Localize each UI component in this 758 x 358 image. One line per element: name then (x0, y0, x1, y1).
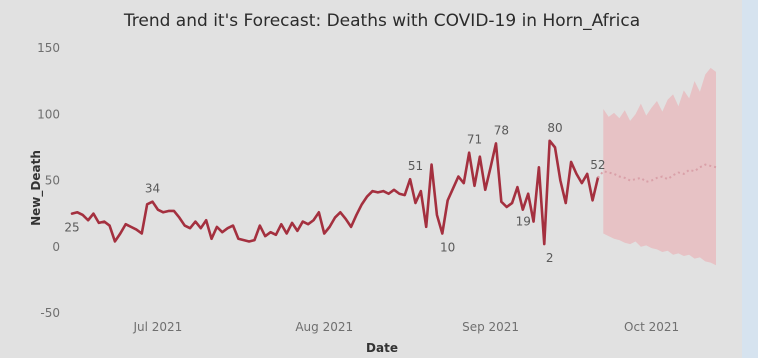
forecast-series-line (597, 163, 717, 183)
data-label: 2 (546, 251, 554, 265)
y-tick-label: 100 (37, 107, 60, 121)
y-axis-title: New_Death (29, 150, 44, 226)
y-tick-label: 0 (52, 240, 60, 254)
forecast-line-chart: Trend and it's Forecast: Deaths with COV… (29, 11, 717, 355)
y-tick-label: 150 (37, 41, 60, 55)
x-tick-label: Aug 2021 (295, 320, 353, 334)
data-label: 52 (590, 158, 605, 172)
data-label: 51 (408, 159, 423, 173)
x-tick-label: Oct 2021 (624, 320, 679, 334)
x-axis-title: Date (366, 341, 398, 355)
forecast-band (603, 67, 716, 266)
side-strip (742, 0, 758, 358)
data-label: 80 (547, 121, 562, 135)
data-label: 10 (440, 241, 455, 255)
x-axis: Jul 2021 Aug 2021 Sep 2021 Oct 2021 (132, 320, 679, 334)
data-label: 71 (467, 133, 482, 147)
x-tick-label: Jul 2021 (132, 320, 182, 334)
data-label: 78 (494, 123, 509, 137)
data-label: 34 (145, 182, 160, 196)
data-label: 25 (64, 221, 79, 235)
data-labels: 25 34 51 10 71 78 19 2 80 52 (64, 121, 605, 265)
x-tick-label: Sep 2021 (462, 320, 519, 334)
y-axis: 150 100 50 0 -50 (37, 41, 60, 320)
actual-series-line (70, 139, 600, 246)
y-tick-label: -50 (40, 306, 60, 320)
y-tick-label: 50 (45, 174, 60, 188)
chart-title: Trend and it's Forecast: Deaths with COV… (123, 11, 640, 31)
plot-area (70, 67, 717, 266)
data-label: 19 (516, 215, 531, 229)
